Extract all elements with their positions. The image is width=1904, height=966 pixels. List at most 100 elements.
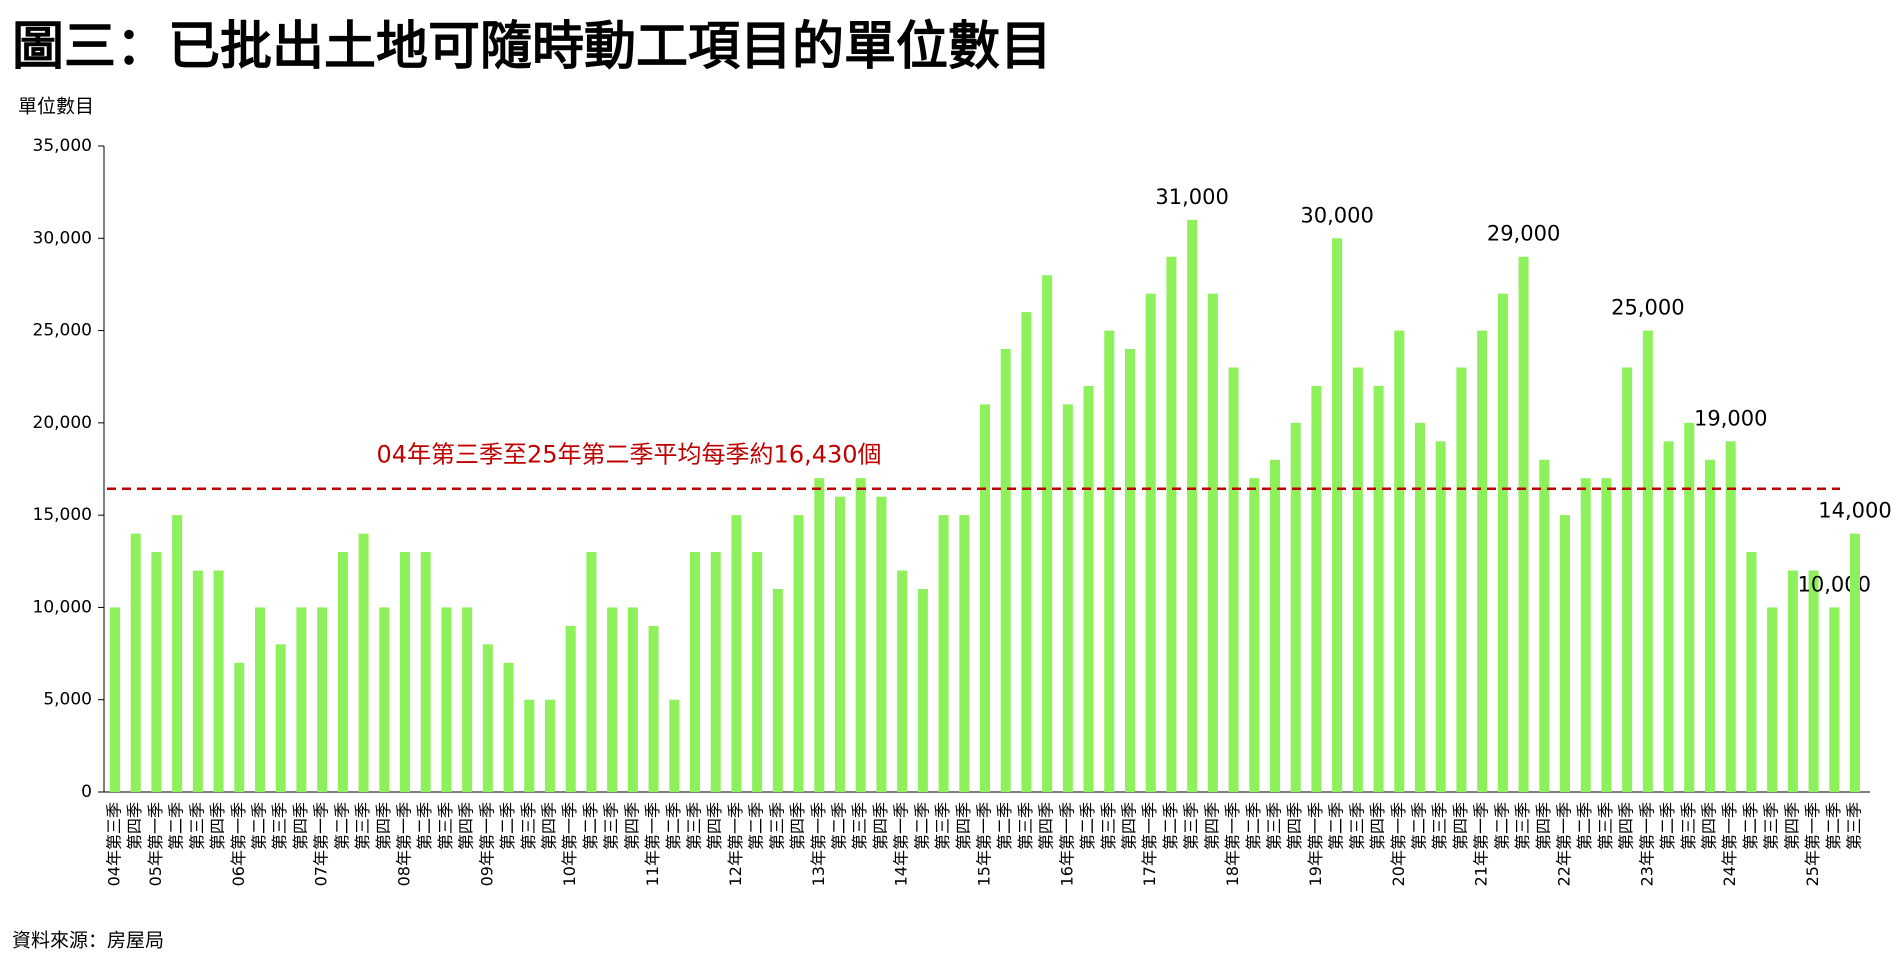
bar <box>255 607 265 792</box>
x-tick-label: 第二季 <box>250 802 269 850</box>
x-tick-label: 第四季 <box>1782 802 1801 850</box>
bar <box>337 552 348 792</box>
bar <box>1332 238 1343 793</box>
value-label: 29,000 <box>1487 222 1560 246</box>
x-tick-label: 第三季 <box>767 802 786 850</box>
bar <box>1042 275 1053 792</box>
x-tick-label: 第四季 <box>540 802 559 850</box>
x-tick-label: 23年第一季 <box>1637 802 1656 886</box>
bar <box>1787 570 1798 792</box>
value-label: 10,000 <box>1798 572 1871 596</box>
bar <box>1539 459 1550 792</box>
bar <box>648 625 659 792</box>
x-tick-label: 第四季 <box>1120 802 1139 850</box>
bar <box>1642 330 1653 792</box>
x-tick-label: 第三季 <box>685 802 704 850</box>
bar <box>1187 219 1198 793</box>
x-tick-label: 13年第一季 <box>809 802 828 886</box>
x-tick-label: 第三季 <box>1182 802 1201 850</box>
x-tick-label: 10年第一季 <box>560 802 579 886</box>
x-tick-label: 第二季 <box>1410 802 1429 850</box>
x-tick-label: 第二季 <box>1575 802 1594 850</box>
bar <box>1746 552 1757 792</box>
x-tick-label: 第三季 <box>1347 802 1366 850</box>
x-tick-label: 第三季 <box>1265 802 1284 850</box>
x-tick-label: 第四季 <box>1285 802 1304 850</box>
bar <box>130 533 141 792</box>
x-tick-label: 第四季 <box>622 802 641 850</box>
x-tick-label: 24年第一季 <box>1720 802 1739 886</box>
x-tick-label: 第三季 <box>436 802 455 850</box>
x-tick-label: 第四季 <box>705 802 724 850</box>
x-tick-label: 22年第一季 <box>1555 802 1574 886</box>
bar <box>586 552 597 792</box>
bar <box>710 552 721 792</box>
bar <box>1104 330 1115 792</box>
value-label: 14,000 <box>1818 499 1891 523</box>
x-tick-label: 第三季 <box>1845 802 1864 850</box>
bar <box>731 515 742 792</box>
bar <box>296 607 307 792</box>
bar <box>524 699 535 792</box>
bar <box>441 607 452 792</box>
bar <box>234 662 245 792</box>
bar <box>110 607 120 792</box>
bar <box>1435 441 1446 792</box>
bar <box>1705 459 1715 792</box>
x-tick-label: 第二季 <box>1741 802 1760 850</box>
x-tick-label: 第三季 <box>1430 802 1449 850</box>
y-tick-label: 30,000 <box>33 228 92 248</box>
bar <box>1456 367 1467 792</box>
bar <box>420 552 431 792</box>
bar <box>1725 441 1736 792</box>
x-tick-label: 09年第一季 <box>477 802 496 886</box>
x-tick-label: 20年第一季 <box>1389 802 1408 886</box>
bar <box>1829 607 1840 792</box>
x-tick-label: 第二季 <box>995 802 1014 850</box>
x-tick-label: 第二季 <box>1078 802 1097 850</box>
bar <box>793 515 804 792</box>
chart-title: 圖三：已批出土地可隨時動工項目的單位數目 <box>12 17 1052 77</box>
bar <box>690 552 700 792</box>
bar <box>1228 367 1239 792</box>
x-tick-label: 第二季 <box>1161 802 1180 850</box>
bar <box>151 552 162 792</box>
y-tick-label: 0 <box>81 782 92 802</box>
x-tick-label: 08年第一季 <box>395 802 414 886</box>
bar <box>1518 256 1529 792</box>
bar <box>1477 330 1488 792</box>
x-tick-label: 14年第一季 <box>892 802 911 886</box>
bar <box>565 625 576 792</box>
x-tick-label: 第四季 <box>788 802 807 850</box>
bar <box>358 533 369 792</box>
bar <box>669 699 680 792</box>
x-tick-label: 17年第一季 <box>1140 802 1159 886</box>
bar <box>1352 367 1363 792</box>
x-tick-label: 第二季 <box>1824 802 1843 850</box>
y-tick-label: 35,000 <box>33 136 92 156</box>
x-tick-label: 第二季 <box>912 802 931 850</box>
bar <box>772 588 783 792</box>
x-tick-label: 第二季 <box>498 802 517 850</box>
y-tick-label: 25,000 <box>33 321 92 341</box>
bar <box>1166 256 1177 792</box>
y-axis-title: 單位數目 <box>18 96 94 118</box>
x-tick-label: 第三季 <box>602 802 621 850</box>
x-tick-label: 第三季 <box>519 802 538 850</box>
x-tick-label: 第四季 <box>208 802 227 850</box>
bar <box>897 570 908 792</box>
x-tick-label: 第三季 <box>270 802 289 850</box>
x-tick-label: 第四季 <box>125 802 144 850</box>
y-tick-label: 20,000 <box>33 413 92 433</box>
bar <box>213 570 224 792</box>
x-tick-label: 第三季 <box>1596 802 1615 850</box>
x-tick-label: 第三季 <box>850 802 869 850</box>
x-tick-label: 第四季 <box>1700 802 1719 850</box>
bar <box>1684 422 1695 792</box>
x-tick-label: 第二季 <box>830 802 849 850</box>
bar <box>545 699 555 792</box>
x-tick-label: 第三季 <box>353 802 372 850</box>
bar <box>1394 330 1405 792</box>
bar <box>1249 478 1260 792</box>
